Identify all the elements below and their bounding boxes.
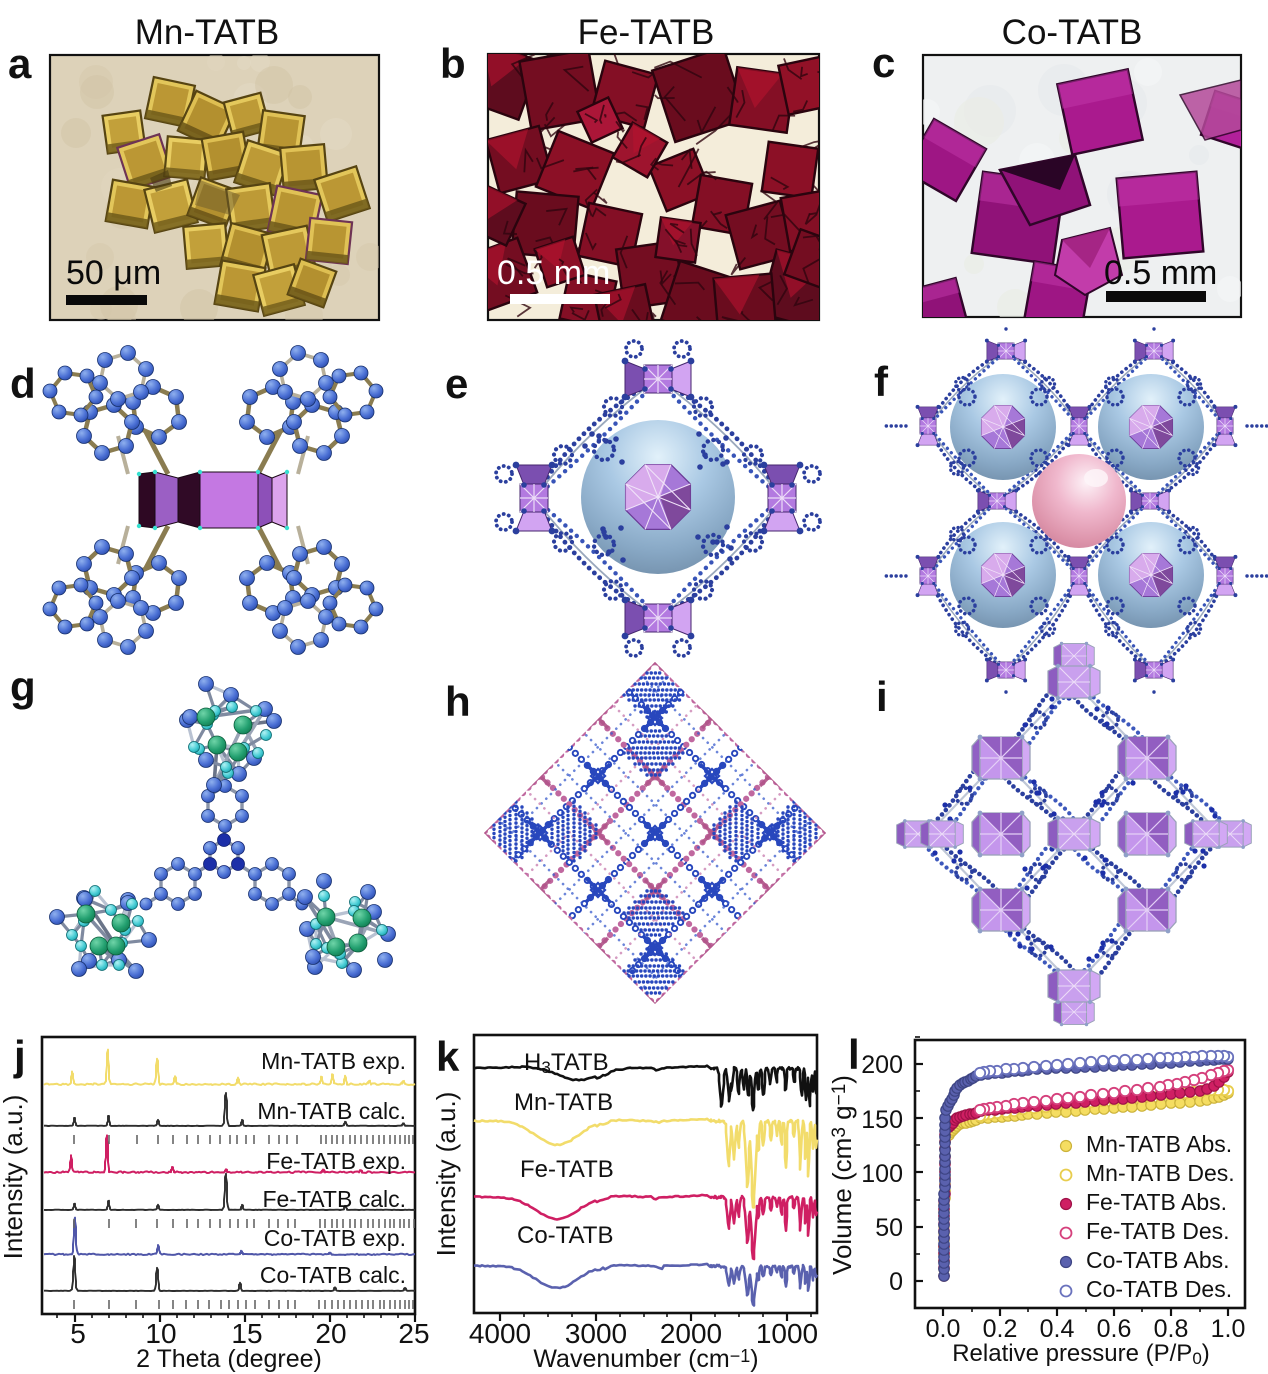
svg-text:Fe-TATB: Fe-TATB <box>578 13 715 52</box>
svg-text:i: i <box>876 673 888 720</box>
svg-text:Wavenumber (cm−1): Wavenumber (cm−1) <box>533 1345 758 1373</box>
svg-text:Mn-TATB exp.: Mn-TATB exp. <box>261 1048 406 1074</box>
svg-text:Co-TATB Des.: Co-TATB Des. <box>1086 1276 1232 1302</box>
svg-text:k: k <box>436 1033 460 1080</box>
svg-text:h: h <box>445 678 471 725</box>
svg-text:0.8: 0.8 <box>1154 1315 1189 1343</box>
svg-text:0.5 mm: 0.5 mm <box>1104 254 1217 292</box>
svg-text:15: 15 <box>231 1318 262 1349</box>
svg-text:150: 150 <box>861 1106 903 1134</box>
svg-text:f: f <box>874 358 889 405</box>
svg-text:50: 50 <box>875 1214 903 1242</box>
svg-text:H3TATB: H3TATB <box>524 1049 609 1077</box>
svg-text:j: j <box>13 1032 26 1079</box>
svg-text:c: c <box>872 39 895 86</box>
svg-text:Co-TATB: Co-TATB <box>1002 13 1143 52</box>
svg-text:Intensity (a.u.): Intensity (a.u.) <box>0 1095 28 1260</box>
svg-text:2000: 2000 <box>660 1318 722 1349</box>
svg-text:0.6: 0.6 <box>1097 1315 1132 1343</box>
svg-text:l: l <box>848 1031 860 1078</box>
svg-text:3000: 3000 <box>565 1318 627 1349</box>
svg-text:25: 25 <box>398 1318 429 1349</box>
svg-text:200: 200 <box>861 1051 903 1079</box>
svg-text:Fe-TATB Abs.: Fe-TATB Abs. <box>1086 1189 1227 1215</box>
svg-text:g: g <box>10 663 36 710</box>
svg-text:e: e <box>445 360 468 407</box>
svg-text:5: 5 <box>70 1318 86 1349</box>
svg-text:Mn-TATB: Mn-TATB <box>514 1089 613 1116</box>
svg-text:Mn-TATB calc.: Mn-TATB calc. <box>257 1098 406 1124</box>
svg-text:1000: 1000 <box>756 1318 818 1349</box>
svg-text:Fe-TATB exp.: Fe-TATB exp. <box>266 1148 406 1174</box>
svg-text:Mn-TATB Abs.: Mn-TATB Abs. <box>1086 1131 1232 1157</box>
svg-text:100: 100 <box>861 1160 903 1188</box>
svg-text:1.0: 1.0 <box>1211 1315 1246 1343</box>
svg-text:Fe-TATB: Fe-TATB <box>520 1156 614 1183</box>
svg-text:0.5 mm: 0.5 mm <box>497 254 610 292</box>
svg-text:a: a <box>8 40 32 87</box>
svg-text:Co-TATB: Co-TATB <box>517 1222 613 1249</box>
svg-text:Co-TATB exp.: Co-TATB exp. <box>264 1225 406 1251</box>
svg-text:Fe-TATB calc.: Fe-TATB calc. <box>262 1186 406 1212</box>
svg-text:Volume (cm3 g−1): Volume (cm3 g−1) <box>827 1075 857 1275</box>
svg-text:2 Theta (degree): 2 Theta (degree) <box>136 1345 322 1373</box>
svg-text:b: b <box>440 40 466 87</box>
svg-text:Relative pressure (P/P0): Relative pressure (P/P0) <box>952 1340 1210 1368</box>
svg-text:Co-TATB calc.: Co-TATB calc. <box>260 1262 406 1288</box>
svg-text:4000: 4000 <box>469 1318 531 1349</box>
svg-text:Co-TATB Abs.: Co-TATB Abs. <box>1086 1247 1230 1273</box>
svg-text:Mn-TATB Des.: Mn-TATB Des. <box>1086 1160 1235 1186</box>
svg-text:0.4: 0.4 <box>1040 1315 1075 1343</box>
svg-text:0: 0 <box>889 1268 903 1296</box>
svg-text:0.0: 0.0 <box>926 1315 961 1343</box>
svg-text:d: d <box>10 360 36 407</box>
svg-text:10: 10 <box>145 1318 176 1349</box>
svg-text:Mn-TATB: Mn-TATB <box>135 13 280 52</box>
svg-text:0.2: 0.2 <box>983 1315 1018 1343</box>
svg-text:50 μm: 50 μm <box>66 254 161 292</box>
svg-text:Fe-TATB Des.: Fe-TATB Des. <box>1086 1218 1230 1244</box>
svg-text:20: 20 <box>315 1318 346 1349</box>
svg-text:Intensity (a.u.): Intensity (a.u.) <box>431 1092 461 1257</box>
